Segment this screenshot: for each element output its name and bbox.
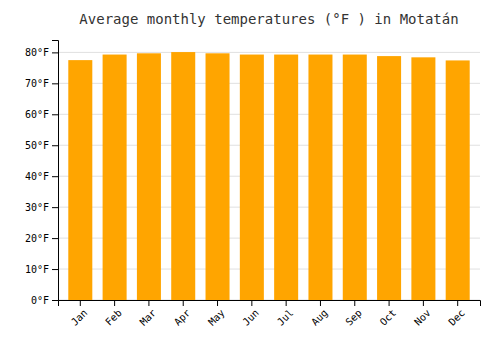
tick: Mar (138, 300, 159, 328)
tick-mark (423, 300, 424, 306)
tick: 10°F (25, 264, 58, 275)
bar (171, 52, 195, 300)
tick-label: Jul (275, 307, 296, 328)
bar (343, 55, 367, 300)
title: Average monthly temperatures (°F ) in Mo… (79, 11, 458, 27)
tick-mark (457, 300, 458, 306)
bar (446, 60, 470, 300)
tick: May (206, 300, 227, 328)
tick: Dec (446, 300, 467, 328)
tick-mark (80, 300, 81, 306)
tick-mark (52, 238, 58, 239)
tick-label: Jan (69, 307, 90, 328)
axis-line (59, 301, 481, 307)
tick-label: 70°F (25, 78, 49, 89)
tick: 80°F (25, 47, 58, 58)
tick-mark (148, 300, 149, 306)
x-axis: Jan Feb Mar Apr May Jun Jul Aug Sep Oct Nov Dec (59, 300, 481, 328)
tick-mark (354, 300, 355, 306)
bar (411, 57, 435, 300)
tick-label: Feb (103, 307, 124, 328)
tick-label: 0°F (31, 295, 49, 306)
bars (68, 52, 469, 300)
tick-mark (389, 300, 390, 306)
tick-mark (52, 300, 58, 301)
tick: 70°F (25, 78, 58, 89)
tick-label: 10°F (25, 264, 49, 275)
tick-mark (217, 300, 218, 306)
tick: Aug (309, 300, 330, 328)
tick-label: 80°F (25, 47, 49, 58)
tick-mark (320, 300, 321, 306)
tick-mark (52, 83, 58, 84)
tick: 0°F (31, 295, 58, 306)
tick-label: Nov (412, 307, 433, 328)
tick-label: Oct (378, 307, 399, 328)
tick-label: Mar (138, 307, 159, 328)
tick-mark (251, 300, 252, 306)
grid-line (58, 52, 480, 53)
tick-label: May (206, 307, 227, 328)
tick: 60°F (25, 109, 58, 120)
tick-label: Apr (172, 307, 193, 328)
tick: Oct (378, 300, 399, 328)
tick-label: 60°F (25, 109, 49, 120)
tick: Jun (240, 300, 261, 328)
bar (137, 53, 161, 300)
tick: Sep (343, 300, 364, 328)
tick-mark (183, 300, 184, 306)
tick-mark (114, 300, 115, 306)
tick-label: 40°F (25, 171, 49, 182)
axis-line (52, 41, 59, 301)
tick-label: 50°F (25, 140, 49, 151)
bar (240, 55, 264, 300)
tick-mark (52, 269, 58, 270)
tick: Jan (69, 300, 90, 328)
bar (68, 60, 92, 300)
tick-label: 20°F (25, 233, 49, 244)
tick-label: 30°F (25, 202, 49, 213)
tick: 40°F (25, 171, 58, 182)
bar (103, 55, 127, 300)
tick: 30°F (25, 202, 58, 213)
tick-mark (52, 114, 58, 115)
y-axis: 0°F 10°F 20°F 30°F 40°F 50°F 60°F 70°F 80°F (25, 41, 59, 306)
bar (308, 55, 332, 300)
tick: Jul (275, 300, 296, 328)
tick-label: Dec (446, 307, 467, 328)
bar (274, 55, 298, 300)
tick-mark (52, 52, 58, 53)
tick: Apr (172, 300, 193, 328)
bar (377, 56, 401, 300)
tick-label: Jun (240, 307, 261, 328)
tick-label: Sep (343, 307, 364, 328)
tick: Nov (412, 300, 433, 328)
grid (58, 52, 480, 300)
tick: Feb (103, 300, 124, 328)
tick-mark (52, 176, 58, 177)
tick: 50°F (25, 140, 58, 151)
bar (206, 53, 230, 300)
tick-mark (52, 207, 58, 208)
tick-mark (286, 300, 287, 306)
tick: 20°F (25, 233, 58, 244)
tick-label: Aug (309, 307, 330, 328)
tick-mark (52, 145, 58, 146)
chart: 0°F 10°F 20°F 30°F 40°F 50°F 60°F 70°F 80°F Jan Fe… (0, 0, 500, 350)
plot: 0°F 10°F 20°F 30°F 40°F 50°F 60°F 70°F 80°F Jan Fe… (25, 41, 481, 328)
